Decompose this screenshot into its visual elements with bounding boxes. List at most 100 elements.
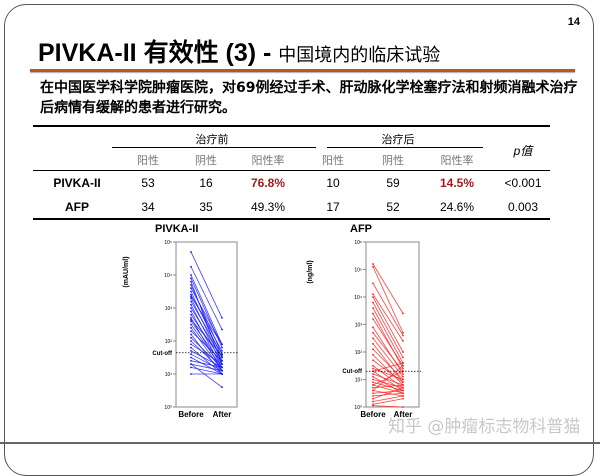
- chart-title: AFP: [350, 223, 372, 235]
- before-point: [372, 307, 374, 309]
- after-point: [221, 373, 223, 375]
- before-point: [190, 310, 192, 313]
- after-point: [402, 378, 404, 381]
- patient-line: [190, 327, 223, 371]
- after-point: [402, 397, 404, 400]
- y-tick-label: 10¹: [165, 372, 173, 378]
- before-point: [190, 333, 192, 336]
- sub-header: 阴性: [195, 154, 217, 167]
- after-point: [402, 386, 404, 389]
- sub-header: 阳性: [322, 154, 344, 167]
- after-point: [402, 389, 404, 392]
- before-point: [372, 404, 374, 407]
- before-point: [372, 263, 374, 265]
- before-point: [372, 367, 374, 370]
- patient-line: [190, 274, 223, 345]
- y-tick-label: 10⁰: [354, 405, 362, 411]
- before-point: [190, 251, 192, 253]
- before-point: [190, 318, 192, 321]
- y-tick-label: 10³: [165, 306, 173, 312]
- after-point: [402, 375, 404, 378]
- after-point: [402, 356, 404, 359]
- before-point: [190, 323, 192, 326]
- before-point: [190, 303, 192, 306]
- before-point: [190, 307, 192, 309]
- patient-line: [190, 301, 223, 355]
- after-point: [402, 331, 404, 334]
- patient-line: [190, 363, 223, 388]
- y-tick-label: 10³: [355, 323, 363, 329]
- group-header-before: 治疗前: [195, 134, 229, 146]
- patient-line: [372, 365, 404, 391]
- y-tick-label: 10⁴: [354, 295, 362, 301]
- row-label: PIVKA-II: [53, 176, 101, 190]
- before-point: [190, 295, 192, 298]
- y-tick-label: 10⁵: [164, 240, 172, 246]
- before-point: [190, 343, 192, 346]
- y-tick-label: 10⁰: [164, 405, 172, 411]
- after-point: [221, 363, 223, 365]
- patient-line: [372, 302, 404, 358]
- table-cell: 14.5%: [439, 176, 475, 190]
- before-point: [372, 301, 374, 304]
- after-point: [221, 346, 223, 349]
- before-point: [190, 274, 192, 276]
- sub-header: 阳性率: [440, 154, 474, 167]
- after-point: [402, 367, 404, 370]
- y-tick-label: 10¹: [355, 378, 363, 384]
- y-tick-label: 10²: [165, 339, 173, 345]
- table-cell: 24.6%: [439, 200, 475, 214]
- patient-line: [372, 373, 404, 386]
- table-cell: 52: [386, 200, 400, 214]
- after-point: [402, 351, 404, 353]
- patient-line: [190, 353, 223, 372]
- after-point: [402, 392, 404, 395]
- x-tick-label: Before: [178, 410, 204, 419]
- watermark: 知乎 @肿瘤标志物科普猫: [388, 417, 581, 437]
- patient-line: [372, 332, 404, 372]
- after-point: [402, 373, 404, 375]
- table-cell: <0.001: [504, 176, 542, 190]
- before-point: [372, 331, 374, 334]
- chart-title: PIVKA-II: [155, 223, 198, 235]
- patient-line: [372, 307, 404, 364]
- after-point: [221, 386, 223, 389]
- sub-header: 阴性: [382, 154, 404, 167]
- patient-line: [190, 363, 223, 372]
- patient-line: [190, 291, 223, 358]
- patient-line: [372, 294, 404, 342]
- patient-line: [190, 288, 223, 345]
- x-tick-label: Before: [360, 410, 386, 419]
- before-point: [190, 336, 192, 339]
- before-point: [190, 366, 192, 369]
- patient-line: [190, 343, 223, 365]
- patient-line: [372, 313, 404, 369]
- after-point: [402, 406, 404, 408]
- title-divider: [30, 69, 575, 72]
- before-point: [372, 381, 374, 384]
- before-point: [372, 282, 374, 285]
- table-cell: 35: [199, 200, 213, 214]
- patient-line: [372, 263, 404, 314]
- y-axis-label: (ng/ml): [307, 260, 314, 283]
- before-point: [372, 397, 374, 400]
- before-point: [190, 340, 192, 342]
- table-cell: 49.3%: [250, 200, 286, 214]
- y-axis-label: (mAU/ml): [123, 256, 130, 287]
- before-point: [190, 287, 192, 290]
- table-cell: 17: [326, 200, 340, 214]
- before-point: [372, 373, 374, 375]
- before-point: [190, 290, 192, 293]
- patient-line: [190, 304, 223, 365]
- after-point: [402, 384, 404, 386]
- patient-line: [372, 296, 404, 353]
- before-point: [372, 378, 374, 381]
- table-cell: 16: [199, 176, 213, 190]
- after-point: [402, 364, 404, 367]
- after-point: [221, 359, 223, 362]
- before-point: [372, 337, 374, 340]
- patient-line: [190, 319, 223, 357]
- group-underline-after: [327, 147, 483, 148]
- before-point: [372, 400, 374, 403]
- after-point: [221, 328, 223, 331]
